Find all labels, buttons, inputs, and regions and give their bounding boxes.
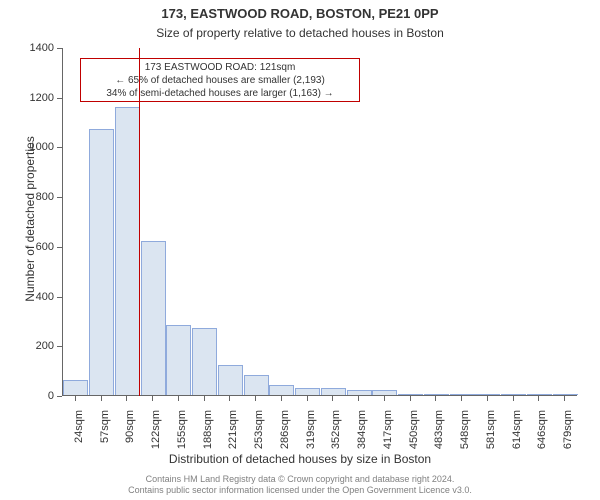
xtick-mark (101, 396, 102, 401)
xtick-label: 384sqm (356, 410, 368, 460)
xtick-mark (538, 396, 539, 401)
xtick-label: 450sqm (408, 410, 420, 460)
histogram-bar (295, 388, 320, 395)
ytick-label: 600 (24, 241, 54, 253)
xtick-label: 286sqm (279, 410, 291, 460)
chart-title-address: 173, EASTWOOD ROAD, BOSTON, PE21 0PP (0, 6, 600, 21)
histogram-bar (347, 390, 372, 395)
histogram-bar (321, 388, 346, 395)
xtick-label: 548sqm (459, 410, 471, 460)
xtick-label: 614sqm (511, 410, 523, 460)
xtick-mark (358, 396, 359, 401)
xtick-mark (204, 396, 205, 401)
histogram-bar (527, 394, 552, 395)
footer-line-1: Contains HM Land Registry data © Crown c… (0, 474, 600, 485)
ytick-label: 800 (24, 191, 54, 203)
ytick-mark (57, 147, 62, 148)
ytick-label: 1200 (24, 92, 54, 104)
histogram-bar (244, 375, 269, 395)
ytick-label: 400 (24, 291, 54, 303)
xtick-mark (461, 396, 462, 401)
xtick-label: 24sqm (73, 410, 85, 460)
xtick-label: 155sqm (176, 410, 188, 460)
xtick-mark (152, 396, 153, 401)
histogram-bar (501, 394, 526, 395)
xtick-mark (229, 396, 230, 401)
histogram-bar (166, 325, 191, 395)
histogram-bar (450, 394, 475, 395)
annotation-line-2: ← 65% of detached houses are smaller (2,… (85, 74, 355, 87)
xtick-mark (281, 396, 282, 401)
xtick-mark (307, 396, 308, 401)
ytick-mark (57, 48, 62, 49)
ytick-mark (57, 346, 62, 347)
ytick-label: 0 (24, 390, 54, 402)
xtick-label: 122sqm (150, 410, 162, 460)
xtick-mark (487, 396, 488, 401)
ytick-label: 1400 (24, 42, 54, 54)
xtick-mark (255, 396, 256, 401)
property-annotation-box: 173 EASTWOOD ROAD: 121sqm ← 65% of detac… (80, 58, 360, 102)
xtick-mark (384, 396, 385, 401)
footer-attribution: Contains HM Land Registry data © Crown c… (0, 474, 600, 496)
xtick-mark (332, 396, 333, 401)
xtick-mark (435, 396, 436, 401)
histogram-bar (475, 394, 500, 395)
ytick-mark (57, 197, 62, 198)
xtick-mark (75, 396, 76, 401)
histogram-chart: 173, EASTWOOD ROAD, BOSTON, PE21 0PP Siz… (0, 0, 600, 500)
xtick-label: 90sqm (124, 410, 136, 460)
ytick-mark (57, 247, 62, 248)
histogram-bar (192, 328, 217, 395)
ytick-label: 200 (24, 340, 54, 352)
histogram-bar (218, 365, 243, 395)
histogram-bar (398, 394, 423, 395)
chart-subtitle: Size of property relative to detached ho… (0, 26, 600, 40)
xtick-mark (410, 396, 411, 401)
xtick-label: 679sqm (562, 410, 574, 460)
annotation-line-1: 173 EASTWOOD ROAD: 121sqm (85, 61, 355, 74)
histogram-bar (89, 129, 114, 395)
x-axis-label: Distribution of detached houses by size … (0, 452, 600, 466)
ytick-mark (57, 297, 62, 298)
ytick-label: 1000 (24, 141, 54, 153)
xtick-label: 253sqm (253, 410, 265, 460)
xtick-mark (126, 396, 127, 401)
annotation-line-3: 34% of semi-detached houses are larger (… (85, 87, 355, 100)
histogram-bar (63, 380, 88, 395)
xtick-label: 581sqm (485, 410, 497, 460)
footer-line-2: Contains public sector information licen… (0, 485, 600, 496)
ytick-mark (57, 98, 62, 99)
xtick-label: 417sqm (382, 410, 394, 460)
xtick-label: 188sqm (202, 410, 214, 460)
xtick-label: 221sqm (227, 410, 239, 460)
ytick-mark (57, 396, 62, 397)
histogram-bar (115, 107, 140, 395)
xtick-label: 319sqm (305, 410, 317, 460)
xtick-label: 483sqm (433, 410, 445, 460)
xtick-mark (513, 396, 514, 401)
xtick-label: 646sqm (536, 410, 548, 460)
histogram-bar (372, 390, 397, 395)
xtick-label: 57sqm (99, 410, 111, 460)
histogram-bar (269, 385, 294, 395)
xtick-label: 352sqm (330, 410, 342, 460)
histogram-bar (424, 394, 449, 395)
property-marker-line (139, 48, 140, 396)
xtick-mark (564, 396, 565, 401)
histogram-bar (553, 394, 578, 395)
xtick-mark (178, 396, 179, 401)
y-axis-label: Number of detached properties (23, 129, 37, 309)
histogram-bar (141, 241, 166, 395)
